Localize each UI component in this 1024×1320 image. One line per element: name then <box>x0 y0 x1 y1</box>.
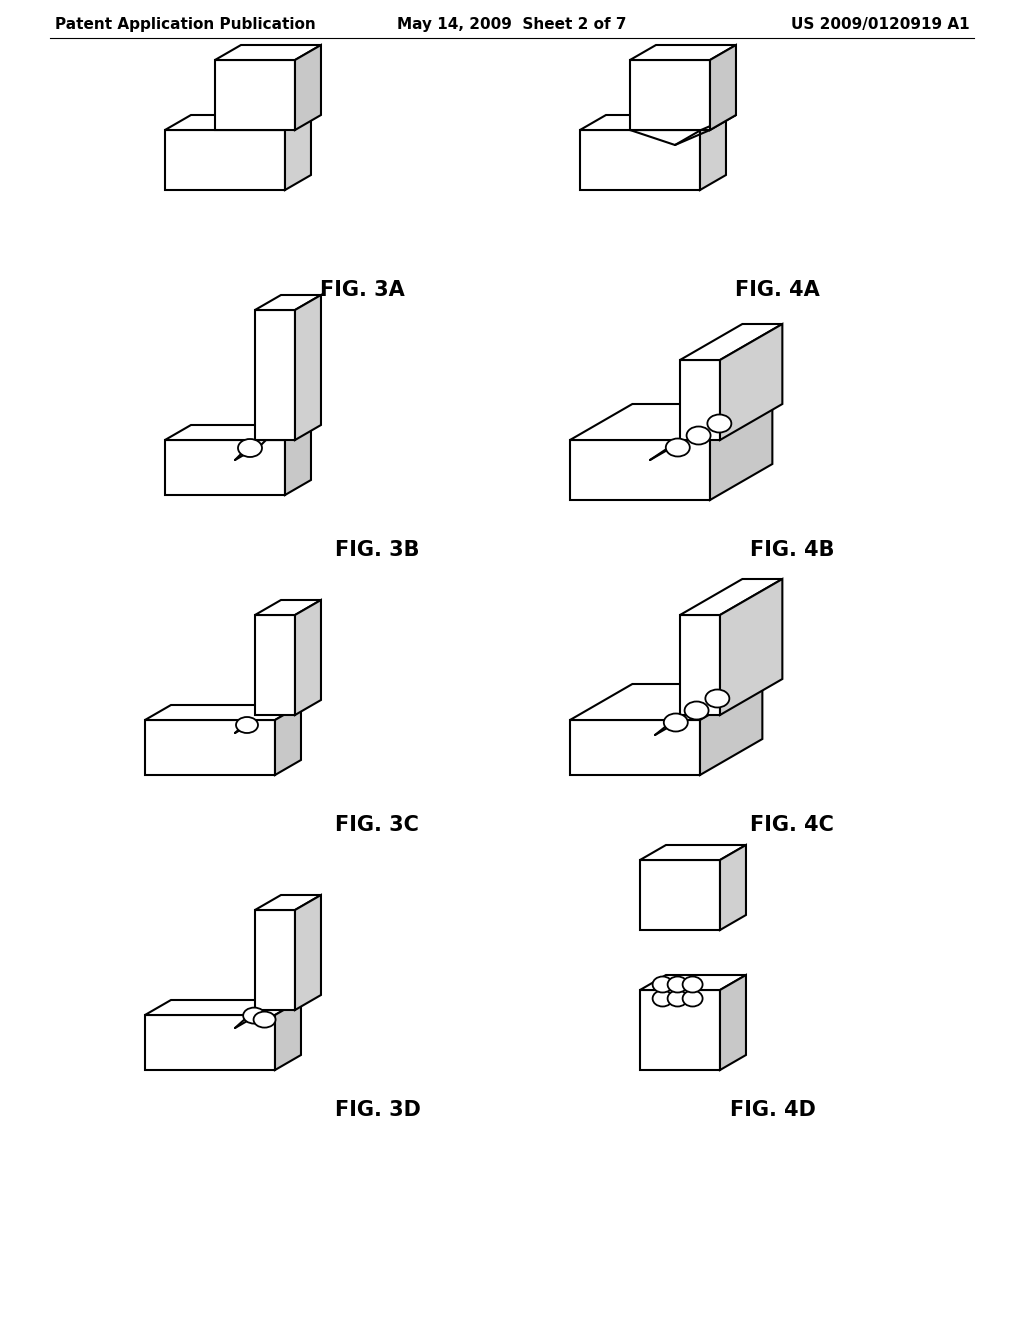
Polygon shape <box>165 129 285 190</box>
Ellipse shape <box>238 440 262 457</box>
Polygon shape <box>640 861 720 931</box>
Polygon shape <box>145 719 275 775</box>
Ellipse shape <box>668 977 687 993</box>
Polygon shape <box>720 975 745 1071</box>
Ellipse shape <box>666 438 690 457</box>
Polygon shape <box>680 323 782 360</box>
Polygon shape <box>680 579 782 615</box>
Polygon shape <box>630 59 710 129</box>
Polygon shape <box>720 845 745 931</box>
Polygon shape <box>570 404 772 440</box>
Polygon shape <box>295 601 321 715</box>
Text: FIG. 3C: FIG. 3C <box>335 814 419 836</box>
Polygon shape <box>295 294 321 440</box>
Ellipse shape <box>652 977 673 993</box>
Polygon shape <box>700 115 726 190</box>
Ellipse shape <box>683 990 702 1006</box>
Text: FIG. 4A: FIG. 4A <box>735 280 820 300</box>
Text: FIG. 3B: FIG. 3B <box>335 540 420 560</box>
Polygon shape <box>275 1001 301 1071</box>
Polygon shape <box>255 294 321 310</box>
Polygon shape <box>215 59 295 129</box>
Polygon shape <box>580 115 726 129</box>
Polygon shape <box>165 440 285 495</box>
Ellipse shape <box>254 1011 275 1027</box>
Polygon shape <box>255 601 321 615</box>
Polygon shape <box>570 684 762 719</box>
Polygon shape <box>145 1015 275 1071</box>
Ellipse shape <box>668 990 687 1006</box>
Polygon shape <box>295 895 321 1010</box>
Polygon shape <box>145 1001 301 1015</box>
Polygon shape <box>255 310 295 440</box>
Polygon shape <box>630 45 736 59</box>
Text: FIG. 4D: FIG. 4D <box>730 1100 816 1119</box>
Polygon shape <box>640 990 720 1071</box>
Polygon shape <box>710 404 772 500</box>
Polygon shape <box>720 579 782 715</box>
Polygon shape <box>255 909 295 1010</box>
Text: FIG. 4C: FIG. 4C <box>750 814 834 836</box>
Ellipse shape <box>664 714 688 731</box>
Text: Patent Application Publication: Patent Application Publication <box>55 17 315 33</box>
Ellipse shape <box>708 414 731 433</box>
Ellipse shape <box>686 426 711 445</box>
Polygon shape <box>295 45 321 129</box>
Ellipse shape <box>685 701 709 719</box>
Ellipse shape <box>652 990 673 1006</box>
Polygon shape <box>285 115 311 190</box>
Polygon shape <box>255 615 295 715</box>
Polygon shape <box>165 425 311 440</box>
Polygon shape <box>215 45 321 59</box>
Polygon shape <box>275 705 301 775</box>
Polygon shape <box>580 129 700 190</box>
Text: US 2009/0120919 A1: US 2009/0120919 A1 <box>792 17 970 33</box>
Text: FIG. 3D: FIG. 3D <box>335 1100 421 1119</box>
Ellipse shape <box>683 977 702 993</box>
Polygon shape <box>680 615 720 715</box>
Polygon shape <box>255 895 321 909</box>
Polygon shape <box>710 45 736 129</box>
Polygon shape <box>285 425 311 495</box>
Text: FIG. 3A: FIG. 3A <box>319 280 404 300</box>
Ellipse shape <box>236 717 258 733</box>
Text: May 14, 2009  Sheet 2 of 7: May 14, 2009 Sheet 2 of 7 <box>397 17 627 33</box>
Polygon shape <box>680 360 720 440</box>
Polygon shape <box>145 705 301 719</box>
Polygon shape <box>165 115 311 129</box>
Polygon shape <box>640 845 745 861</box>
Text: FIG. 4B: FIG. 4B <box>750 540 835 560</box>
Ellipse shape <box>243 1007 265 1023</box>
Polygon shape <box>570 440 710 500</box>
Polygon shape <box>720 323 782 440</box>
Polygon shape <box>570 719 700 775</box>
Polygon shape <box>700 684 762 775</box>
Ellipse shape <box>706 689 729 708</box>
Polygon shape <box>640 975 745 990</box>
